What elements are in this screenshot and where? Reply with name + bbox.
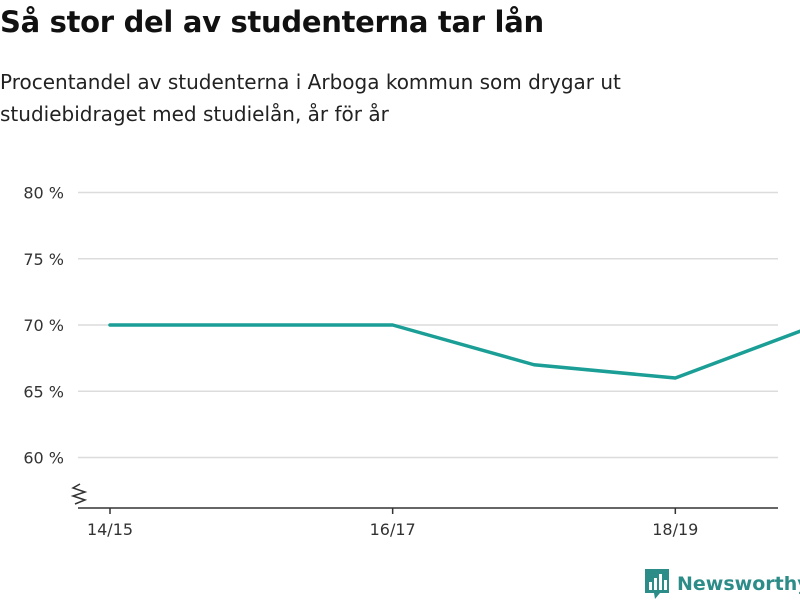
y-tick-label: 70 %: [23, 316, 64, 335]
y-tick-label: 80 %: [23, 184, 64, 203]
y-tick-label: 60 %: [23, 449, 64, 468]
brand-name: Newsworthy: [677, 573, 800, 595]
axis-break-icon: [73, 484, 85, 504]
x-axis: [73, 484, 800, 514]
x-tick-label: 16/17: [370, 520, 416, 539]
series-layer: [110, 298, 800, 378]
newsworthy-brand: Newsworthy: [643, 566, 800, 602]
series-line: [110, 299, 800, 379]
y-axis-labels: 60 % 65 % 70 % 75 % 80 %: [23, 184, 64, 468]
x-tick-label: 14/15: [87, 520, 133, 539]
x-tick-label: 18/19: [652, 520, 698, 539]
y-tick-label: 65 %: [23, 382, 64, 401]
newsworthy-logo-icon: [643, 567, 671, 601]
y-tick-label: 75 %: [23, 250, 64, 269]
